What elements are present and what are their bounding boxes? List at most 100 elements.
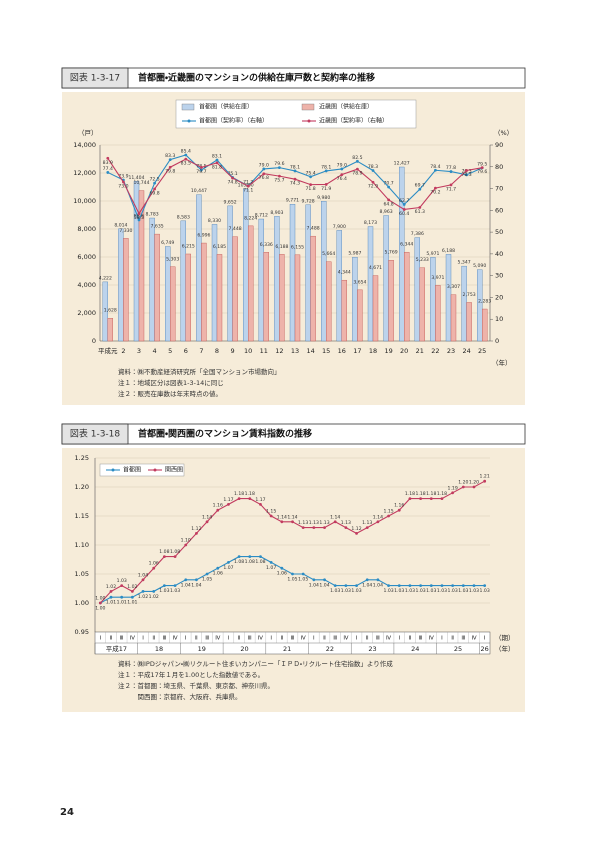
y-tick-label: 6,000: [77, 253, 96, 261]
legend-label: 首都圏（供給在庫）: [199, 103, 253, 111]
data-label: 1.08: [159, 549, 169, 555]
series-marker: [419, 584, 423, 587]
series-marker: [449, 183, 453, 187]
x-tick-label: Ⅳ: [215, 636, 221, 642]
legend-swatch-marker: [153, 468, 157, 472]
series-marker: [323, 578, 326, 582]
series-marker: [355, 584, 358, 587]
x-tick-label: 24: [462, 347, 470, 355]
data-label: 79.6: [274, 161, 284, 167]
series-marker: [184, 578, 188, 582]
data-label: 1.02: [138, 594, 148, 600]
data-label: 1.04: [309, 582, 319, 588]
data-label: 1.08: [234, 559, 244, 565]
bar: [258, 218, 265, 342]
x-tick-label: Ⅰ: [398, 636, 400, 642]
bar: [263, 252, 269, 342]
data-label: 7,330: [119, 228, 132, 234]
data-label: 1.04: [373, 582, 383, 588]
legend-label: 近畿圏（契約率）（右軸）: [319, 117, 388, 125]
data-label: 1.03: [341, 588, 351, 594]
data-label: 73.0: [118, 184, 128, 190]
bar: [477, 269, 483, 342]
x-tick-label: 平成元: [98, 346, 118, 355]
x-group-label: 23: [368, 645, 376, 653]
legend-swatch: [301, 103, 315, 111]
x-tick-label: Ⅳ: [471, 636, 477, 642]
series-marker: [293, 169, 297, 173]
series-marker: [184, 153, 188, 157]
x-tick-label: 12: [275, 347, 283, 355]
series-marker: [376, 520, 380, 524]
data-label: 1.01: [106, 600, 116, 606]
data-label: 6,215: [182, 243, 195, 249]
series-marker: [440, 497, 444, 500]
series-marker: [262, 167, 266, 171]
figure-title: 首都圏・関西圏のマンション賃料指数の推移: [138, 428, 312, 440]
data-label: 82.5: [352, 155, 362, 161]
data-label: 1.06: [149, 561, 159, 567]
x-tick-label: 6: [184, 347, 188, 355]
x-tick-label: Ⅲ: [291, 636, 295, 642]
note: 関西圏：京都府、大阪府、兵庫県。: [118, 692, 242, 701]
x-tick-label: Ⅲ: [120, 636, 124, 642]
bar: [154, 233, 160, 342]
figure-label-bg: [61, 423, 129, 445]
series-marker: [451, 491, 455, 495]
data-label: 81.8: [212, 164, 222, 170]
bar: [185, 253, 191, 342]
x-tick-label: 14: [306, 347, 314, 355]
note: 注１：地域区分は図表1-3-14に同じ: [118, 378, 224, 387]
series-marker: [262, 172, 266, 176]
series-marker: [98, 601, 102, 605]
data-label: 60.4: [399, 211, 409, 217]
series-marker: [301, 526, 305, 529]
bar: [180, 220, 186, 342]
x-tick-label: Ⅰ: [100, 636, 102, 642]
series-marker: [269, 514, 273, 518]
x-group-label: 24: [411, 645, 419, 653]
y-tick-label: 1.20: [75, 483, 89, 491]
x-tick-label: Ⅰ: [228, 636, 230, 642]
x-tick-label: 22: [431, 347, 439, 355]
data-label: 1.20: [469, 480, 479, 486]
data-label: 1.14: [330, 514, 340, 520]
x-tick-label: Ⅲ: [376, 636, 380, 642]
bar: [404, 251, 410, 342]
data-label: 7,386: [411, 231, 424, 237]
series-marker: [153, 187, 157, 191]
y2-tick-label: 60: [495, 206, 503, 214]
data-label: 76.8: [259, 175, 269, 181]
data-label: 1.14: [287, 514, 297, 520]
x-tick-label: Ⅱ: [366, 636, 369, 642]
series-marker: [483, 479, 487, 483]
x-tick-label: Ⅲ: [162, 636, 166, 642]
series-marker: [355, 532, 358, 535]
x-tick-label: Ⅲ: [248, 636, 252, 642]
y2-tick-label: 70: [495, 185, 503, 193]
legend-label: 首都圏: [123, 466, 141, 474]
series-marker: [483, 584, 487, 587]
series-marker: [278, 166, 281, 170]
x-tick-label: 25: [478, 347, 486, 355]
series-marker: [461, 485, 465, 489]
series-marker: [293, 177, 297, 181]
series-marker: [356, 159, 359, 163]
bar: [388, 260, 394, 342]
series-marker: [106, 171, 110, 174]
bar: [419, 267, 425, 342]
data-label: 1.18: [245, 491, 255, 497]
series-marker: [278, 174, 281, 178]
legend-swatch: [181, 103, 195, 111]
series-marker: [205, 520, 209, 524]
data-label: 8,173: [364, 220, 377, 226]
data-label: 1.18: [234, 491, 244, 497]
x-tick-label: Ⅳ: [173, 636, 179, 642]
bar: [326, 261, 332, 342]
legend-box: [175, 99, 417, 129]
data-label: 3,307: [447, 284, 460, 290]
series-marker: [259, 555, 262, 558]
x-tick-label: Ⅰ: [313, 636, 315, 642]
data-label: 1.07: [223, 565, 233, 571]
x-group-unit: （年）: [495, 644, 515, 653]
